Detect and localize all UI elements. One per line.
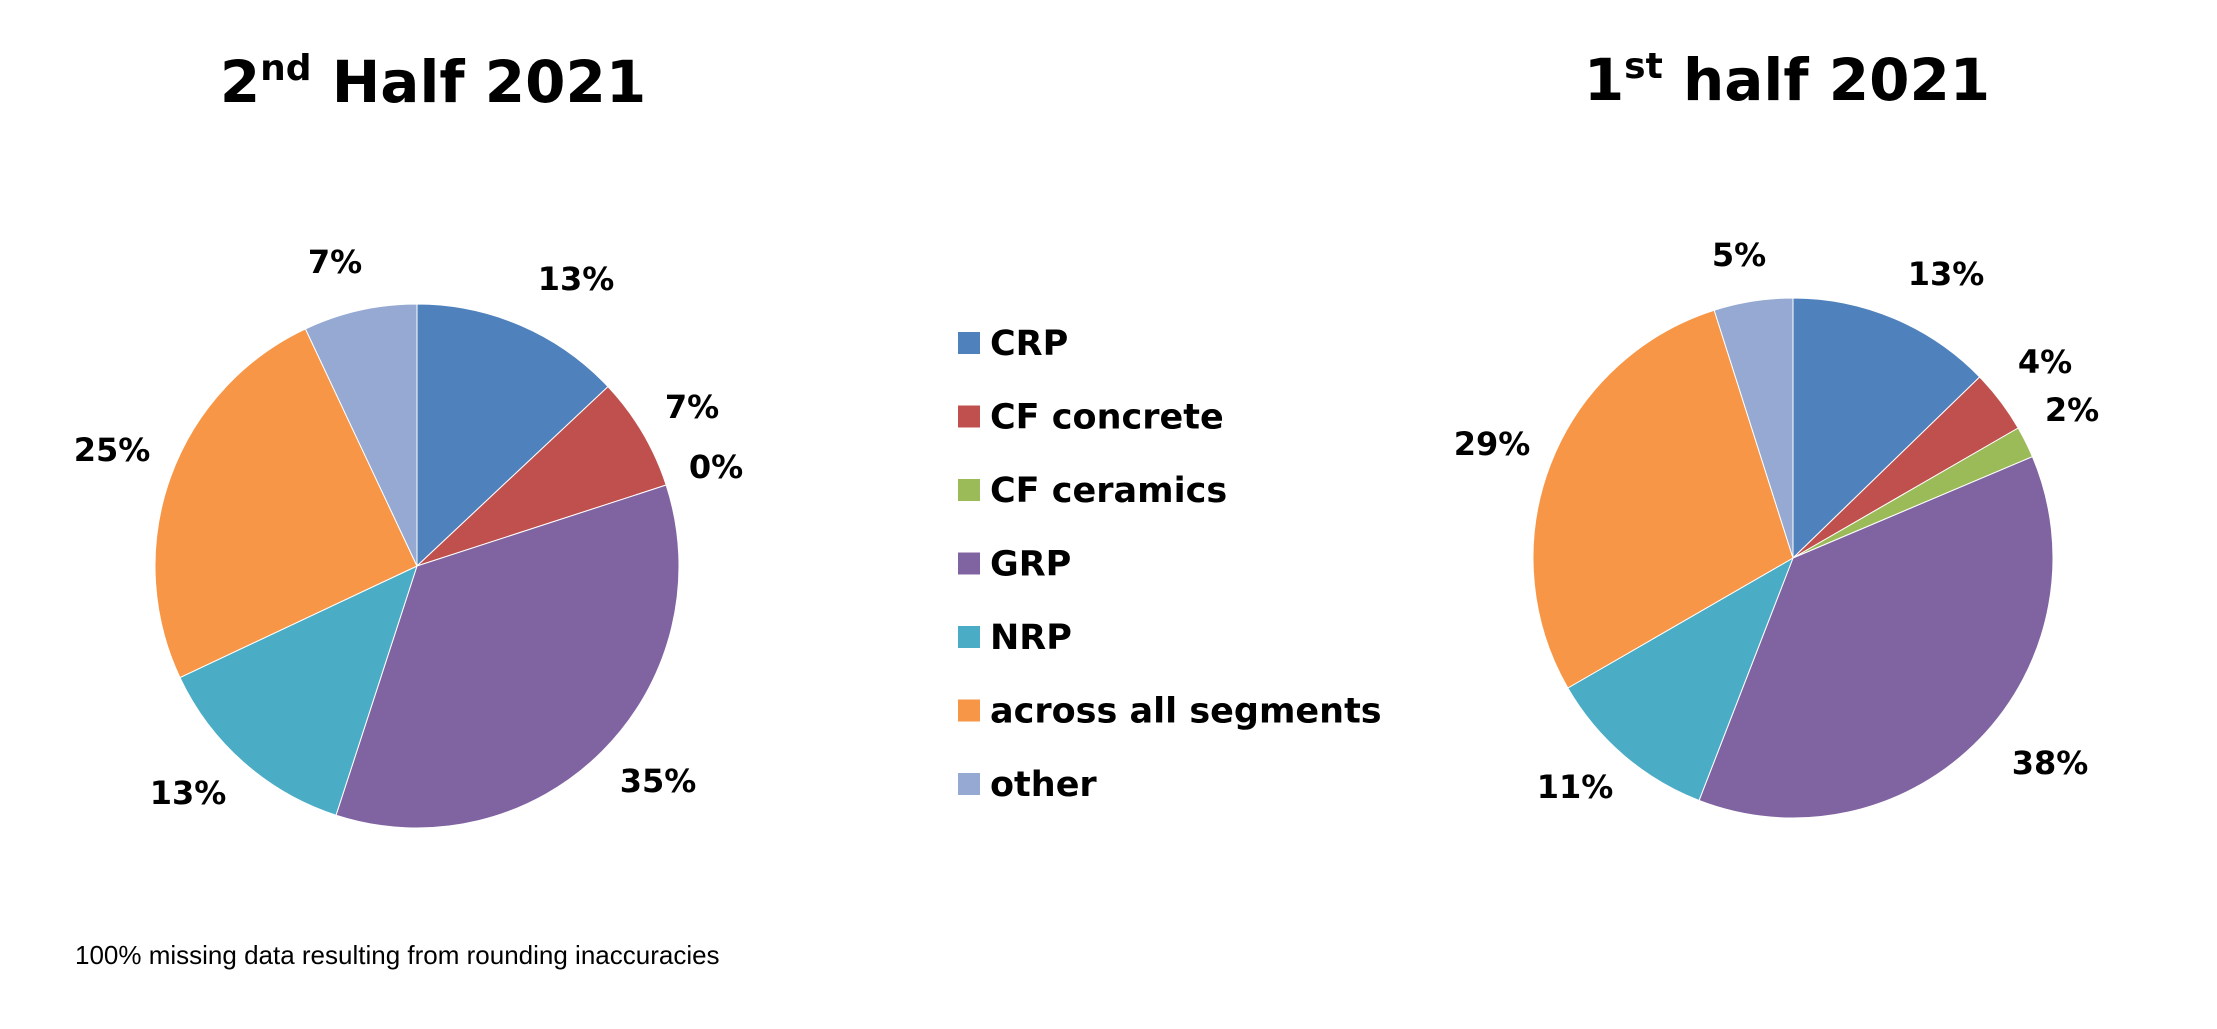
pie-slice-across-all-segments: [1532, 309, 1794, 689]
legend-swatch: [958, 332, 980, 354]
pie-chart-1st-half-2021: 13% 4% 2% 38% 11% 29% 5%: [1454, 236, 2099, 819]
data-label-nrp: 11%: [1537, 768, 1614, 806]
legend-item-grp: GRP: [958, 545, 1071, 585]
pie-slice-nrp: [179, 565, 418, 816]
legend-swatch: [958, 405, 980, 428]
legend-label: other: [990, 765, 1097, 805]
legend-label: CRP: [990, 324, 1068, 364]
data-label-grp: 35%: [620, 762, 697, 800]
legend-label: across all segments: [990, 692, 1382, 732]
data-label-other: 7%: [308, 243, 362, 281]
pie-slice-other: [304, 303, 418, 567]
legend-label: CF ceramics: [990, 471, 1227, 511]
data-label-across-all-segments: 25%: [74, 431, 151, 469]
legend-item-across-all-segments: across all segments: [958, 692, 1382, 732]
data-label-cf-ceramics: 2%: [2045, 391, 2099, 429]
data-label-across-all-segments: 29%: [1454, 425, 1531, 463]
pie-slice-other: [1713, 297, 1794, 559]
pie-slice-crp: [1792, 297, 1981, 560]
data-label-cf-ceramics: 0%: [689, 448, 743, 486]
legend-item-cf-concrete: CF concrete: [958, 398, 1224, 438]
legend-swatch: [958, 479, 980, 501]
data-label-other: 5%: [1712, 236, 1766, 274]
chart-title-left: 2nd Half 2021: [220, 48, 646, 116]
title-superscript: st: [1624, 46, 1663, 87]
footnote: 100% missing data resulting from roundin…: [75, 940, 720, 970]
title-number: 1: [1584, 46, 1624, 114]
pie-slice-across-all-segments: [154, 328, 418, 679]
legend: CRP CF concrete CF ceramics GRP NRP across al…: [958, 324, 1382, 805]
title-superscript: nd: [260, 48, 311, 89]
legend-swatch: [958, 552, 980, 575]
pie-slice-grp: [1698, 456, 2054, 819]
legend-swatch: [958, 699, 980, 722]
legend-swatch: [958, 773, 980, 795]
legend-label: GRP: [990, 545, 1071, 585]
data-label-nrp: 13%: [150, 774, 227, 812]
legend-item-crp: CRP: [958, 324, 1068, 364]
legend-label: NRP: [990, 618, 1072, 658]
pie-slice-grp: [335, 484, 680, 829]
data-label-grp: 38%: [2012, 744, 2089, 782]
legend-item-nrp: NRP: [958, 618, 1072, 658]
title-number: 2: [220, 48, 260, 116]
pie-chart-2nd-half-2021: 13% 7% 0% 35% 13% 25% 7%: [74, 243, 743, 829]
pie-slice-cf-concrete: [416, 385, 667, 567]
legend-item-cf-ceramics: CF ceramics: [958, 471, 1227, 511]
pie-slice-crp: [416, 303, 609, 568]
data-label-cf-concrete: 4%: [2018, 343, 2072, 381]
legend-swatch: [958, 626, 980, 648]
legend-item-other: other: [958, 765, 1097, 805]
chart-title-right: 1st half 2021: [1584, 46, 1990, 114]
data-label-crp: 13%: [538, 260, 615, 298]
title-text: Half 2021: [312, 48, 647, 116]
title-text: half 2021: [1663, 46, 1990, 114]
legend-label: CF concrete: [990, 398, 1224, 438]
data-label-cf-concrete: 7%: [665, 388, 719, 426]
pie-slice-nrp: [1567, 556, 1794, 802]
data-label-crp: 13%: [1908, 255, 1985, 293]
